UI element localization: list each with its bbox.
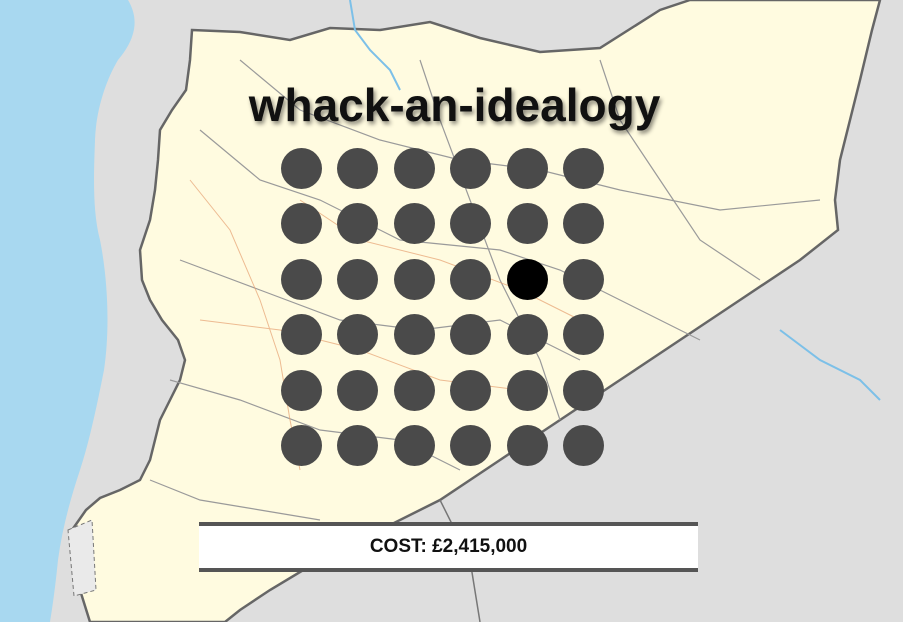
hole[interactable] <box>562 369 604 411</box>
cost-display: COST: £2,415,000 <box>199 522 698 572</box>
rivers <box>349 0 881 401</box>
cost-label: COST: <box>369 536 427 557</box>
hole[interactable] <box>393 258 435 300</box>
hole[interactable] <box>450 314 492 356</box>
hole[interactable] <box>450 258 492 300</box>
hole[interactable] <box>506 203 548 245</box>
hole[interactable] <box>281 203 322 245</box>
map-lines <box>149 59 821 521</box>
hole[interactable] <box>281 314 322 356</box>
hole[interactable] <box>562 314 604 356</box>
cost-value: £2,415,000 <box>432 536 528 557</box>
highlighted-country <box>70 0 882 622</box>
hole[interactable] <box>506 314 548 356</box>
disputed-area <box>67 519 97 597</box>
hole[interactable] <box>281 148 322 189</box>
hole[interactable] <box>506 369 548 411</box>
hole[interactable] <box>337 258 379 300</box>
hole[interactable] <box>562 148 604 189</box>
hole-grid <box>281 148 604 468</box>
sea <box>0 0 135 622</box>
hole[interactable] <box>562 203 604 245</box>
hole[interactable] <box>450 424 492 466</box>
hole[interactable] <box>337 314 379 356</box>
game-title: whack-an-idealogy <box>248 79 661 131</box>
hole[interactable] <box>506 424 548 466</box>
hole[interactable] <box>393 314 435 356</box>
hole[interactable] <box>562 258 604 300</box>
hole[interactable] <box>337 148 379 189</box>
hole[interactable] <box>337 424 379 466</box>
hole[interactable] <box>281 258 322 300</box>
hole[interactable] <box>450 203 492 245</box>
hole[interactable] <box>393 148 435 189</box>
hole[interactable] <box>450 369 492 411</box>
hole[interactable] <box>393 424 435 466</box>
hole-active[interactable] <box>506 258 548 300</box>
hole[interactable] <box>281 369 322 411</box>
hole[interactable] <box>393 203 435 245</box>
hole[interactable] <box>337 369 379 411</box>
hole[interactable] <box>450 148 492 189</box>
hole[interactable] <box>393 369 435 411</box>
hole[interactable] <box>506 148 548 189</box>
hole[interactable] <box>337 203 379 245</box>
hole[interactable] <box>281 424 322 466</box>
hole[interactable] <box>562 424 604 466</box>
